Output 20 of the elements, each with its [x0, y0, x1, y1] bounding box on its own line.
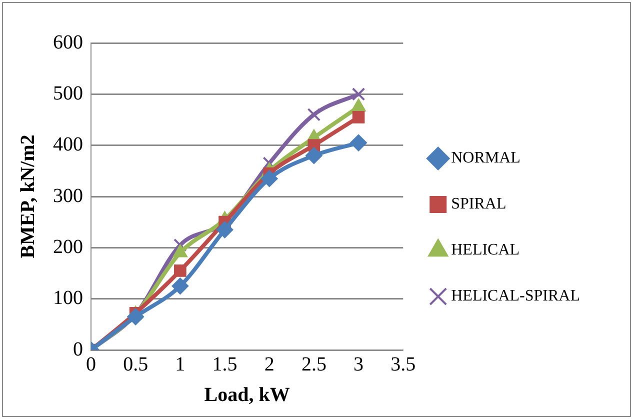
y-tick-label: 500 — [53, 82, 83, 104]
legend-label: HELICAL-SPIRAL — [451, 288, 580, 305]
x-tick-label: 3.5 — [390, 353, 416, 376]
legend-label: SPIRAL — [451, 196, 506, 213]
x-tick-label: 1.5 — [212, 353, 238, 376]
y-tick-label: 600 — [53, 31, 83, 54]
x-tick-label: 2.5 — [301, 353, 326, 376]
legend-label: NORMAL — [451, 150, 520, 167]
x-tick-label: 3 — [354, 353, 364, 376]
y-tick-label: 0 — [73, 338, 83, 360]
x-tick-label: 0.5 — [123, 353, 148, 376]
y-tick-label: 400 — [53, 134, 83, 156]
y-tick-label: 100 — [53, 287, 83, 310]
x-tick-label: 1 — [175, 353, 186, 376]
legend-label: HELICAL — [451, 242, 520, 259]
x-axis-title: Load, kW — [204, 384, 290, 406]
x-tick-label: 2 — [264, 353, 274, 376]
y-tick-label: 200 — [53, 236, 83, 258]
y-tick-label: 300 — [53, 184, 83, 207]
y-axis-title: BMEP, kN/m2 — [17, 134, 40, 258]
